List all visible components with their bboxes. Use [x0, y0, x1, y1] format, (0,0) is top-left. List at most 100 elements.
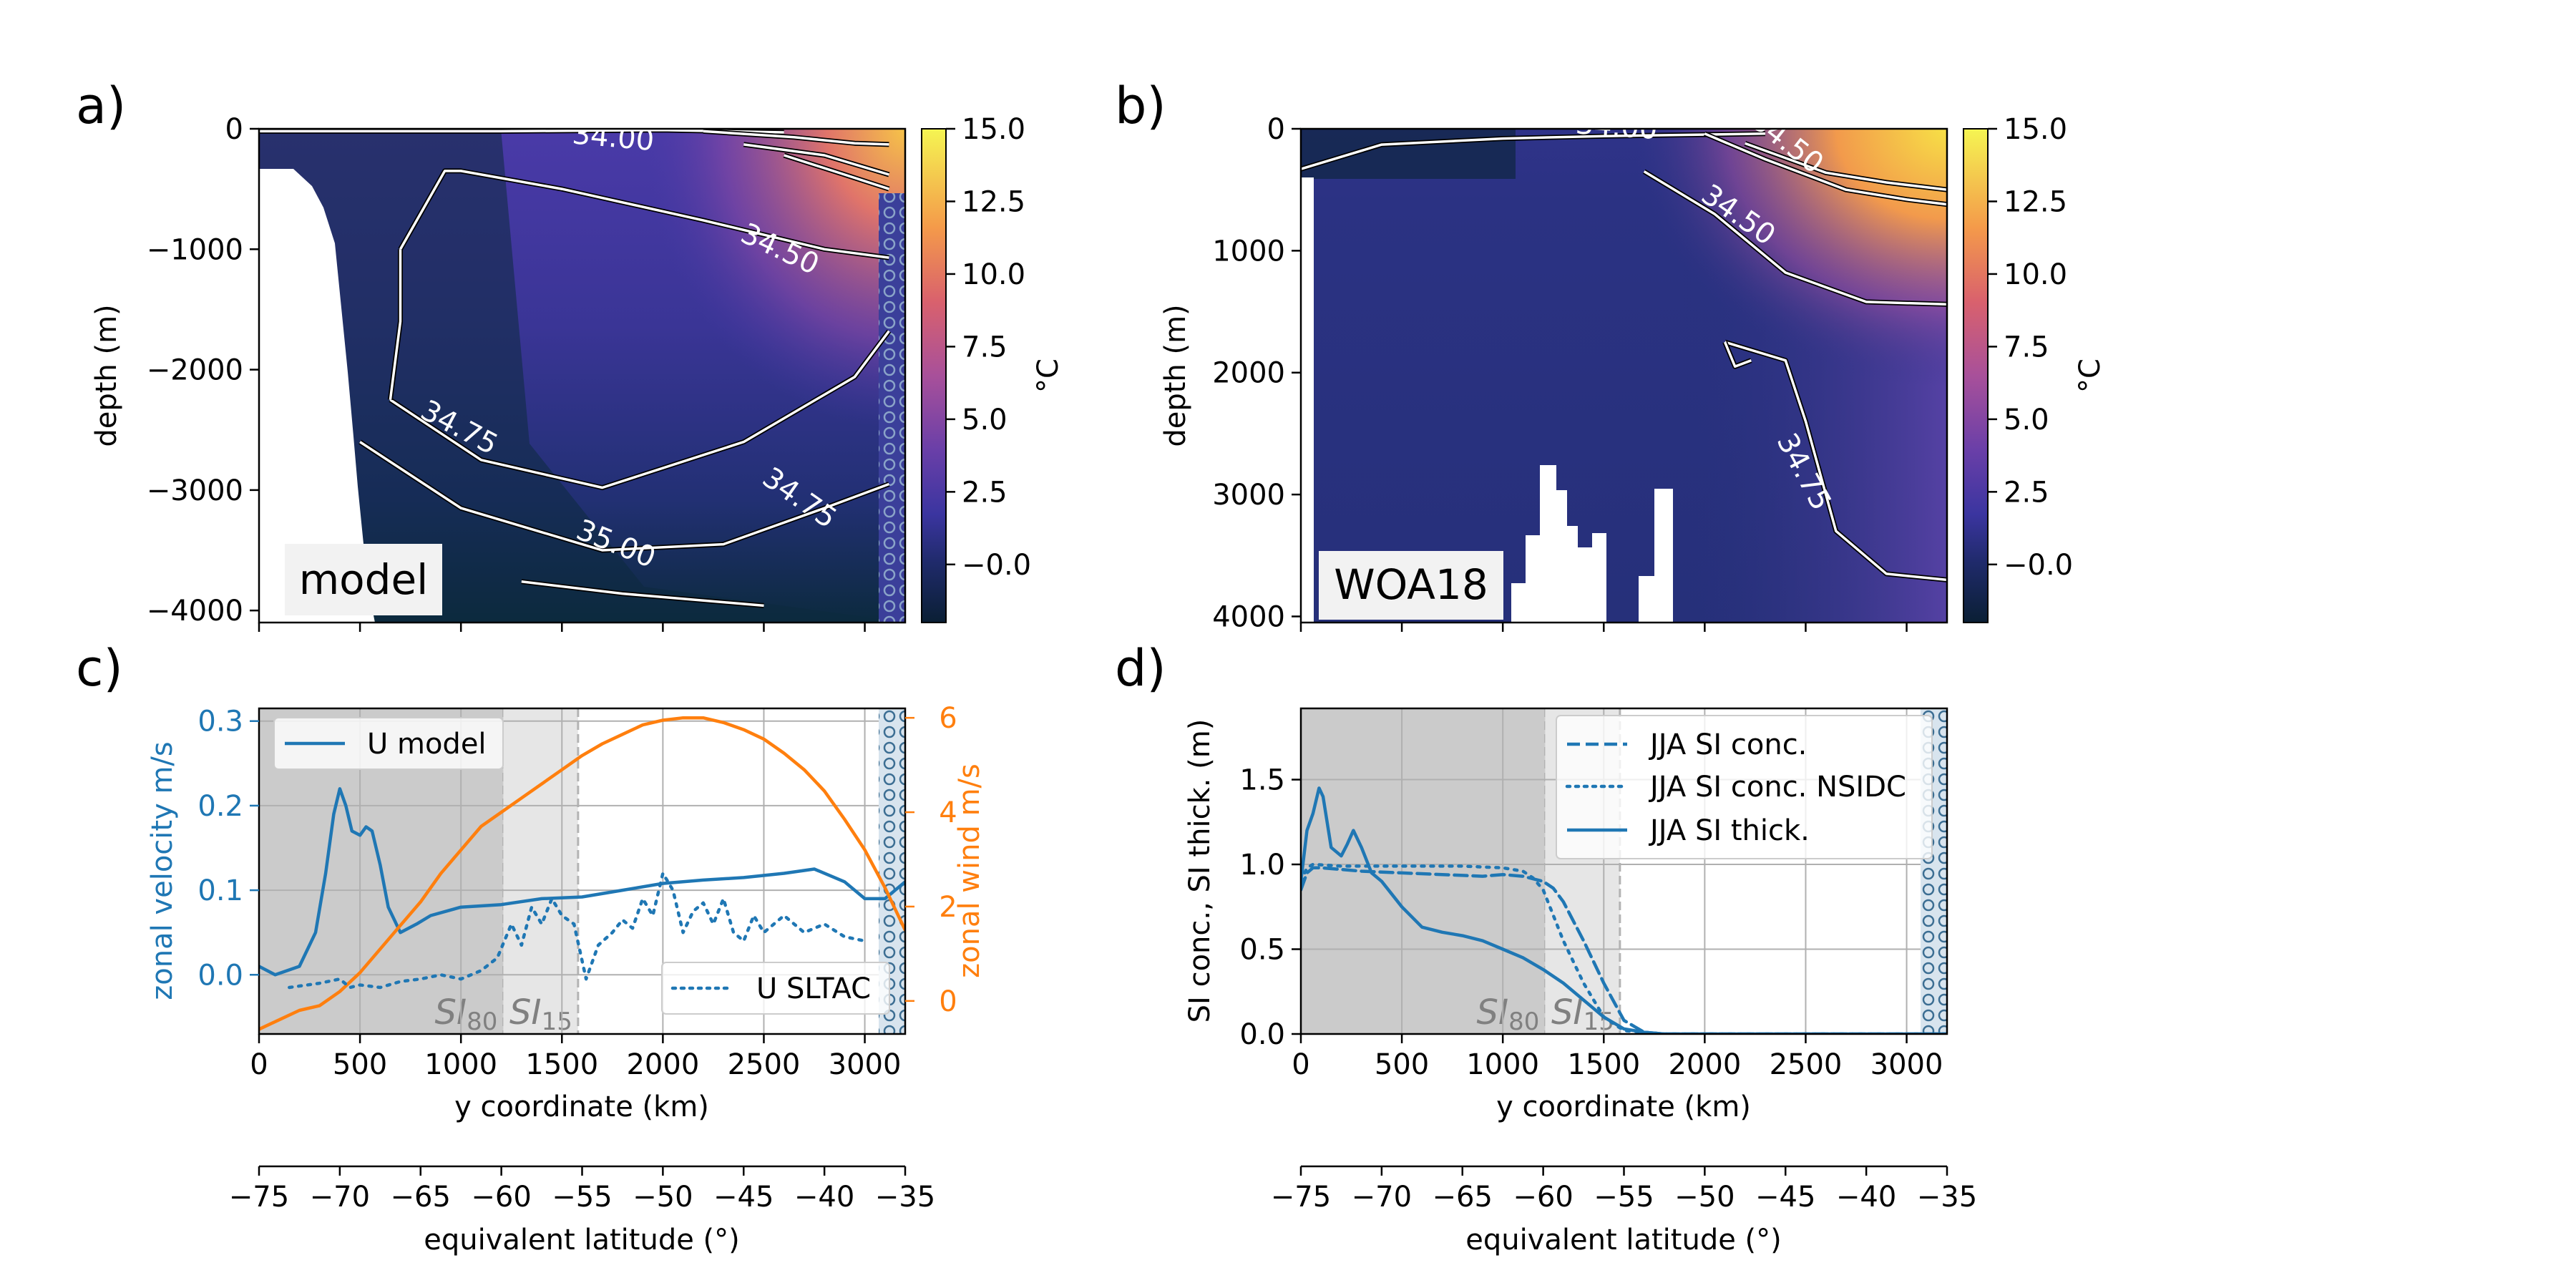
panel-a-x-ticks: [258, 623, 866, 632]
colorbar-tick-label: 15.0: [962, 113, 1025, 146]
latitude-tick-label: −70: [310, 1181, 370, 1214]
y-tick-label: 1000: [1212, 235, 1285, 268]
x-tick-label: 2500: [1770, 1048, 1843, 1081]
contour-line: [359, 441, 890, 552]
x-tick-label: 1000: [1466, 1048, 1539, 1081]
latitude-tick-label: −65: [391, 1181, 451, 1214]
sea-ice-label-sub: 15: [542, 1008, 572, 1036]
legend-label-u-model: U model: [367, 728, 487, 761]
x-tick-label: 0: [1292, 1048, 1309, 1081]
legend-label-si-thick: JJA SI thick.: [1648, 814, 1810, 847]
x-tick-label: 500: [333, 1048, 387, 1081]
panel-a-topography-mask: [259, 169, 375, 623]
sea-ice-label-text: SI: [435, 992, 467, 1033]
panel-b-warm-region: [1631, 129, 1947, 386]
y-tick-label: 3000: [1212, 479, 1285, 512]
panel-b-topography-mask: [1511, 465, 1673, 623]
panel-c-ylabel-right: zonal wind m/s: [953, 763, 986, 978]
colorbar-tick-label: −0.0: [2004, 549, 2073, 582]
colorbar-tick-label: 12.5: [962, 185, 1025, 218]
sea-ice-label-sub: 80: [1508, 1008, 1539, 1036]
sea-ice-label-sub: 80: [467, 1008, 497, 1036]
y-tick-label: −2000: [147, 354, 243, 387]
panel-c-lines: [259, 716, 905, 1031]
contour-line: [703, 130, 889, 146]
colorbar-b: [1963, 128, 1989, 623]
contour-line: [389, 249, 402, 400]
y-tick-label: 0: [1267, 113, 1285, 146]
panel-b-y-axis: 0 1000 2000 3000 4000: [1212, 113, 1301, 633]
colorbar-b-label: °C: [2074, 358, 2107, 393]
y-tick-label: 4000: [1212, 600, 1285, 633]
y-tick-label: 0.0: [197, 959, 243, 992]
colorbar-tick-label: 5.0: [962, 404, 1008, 436]
latitude-axis-d: −75 −70 −65 −60 −55 −50 −45 −40 −35: [1271, 1165, 1977, 1214]
contour-label: 34.00: [1574, 107, 1658, 146]
x-tick-label: 1500: [525, 1048, 598, 1081]
legend-box: [661, 962, 890, 1015]
y-tick-label: 0.1: [197, 874, 243, 907]
latitude-tick-label: −45: [1755, 1181, 1815, 1214]
sea-ice-region: [1301, 708, 1546, 1034]
panel-d-xlabel: y coordinate (km): [1496, 1091, 1751, 1123]
x-tick-label: 500: [1375, 1048, 1429, 1081]
panel-c-legend-bottom: U SLTAC: [661, 962, 890, 1015]
panel-c-frame: [258, 707, 907, 1035]
series-line-jja-si-conc-nsidc: [1301, 862, 1947, 1034]
panel-b-x-ticks: [1299, 623, 1908, 632]
panel-d-lines: [1301, 786, 1947, 1034]
colorbar-a: [921, 128, 947, 623]
x-tick-label: 3000: [829, 1048, 902, 1081]
y-tick-label: 2000: [1212, 357, 1285, 390]
y-tick-label: 0.5: [1239, 934, 1285, 967]
legend-label-u-sltac: U SLTAC: [756, 972, 871, 1005]
latitude-tick-label: −75: [1271, 1181, 1331, 1214]
panel-a-inset-box: [285, 544, 442, 615]
panel-d-legend: JJA SI conc. JJA SI conc. NSIDC JJA SI t…: [1556, 715, 1933, 859]
colorbar-tick-label: 7.5: [2004, 331, 2049, 364]
series-line-u-model: [259, 787, 905, 977]
legend-label-si-conc: JJA SI conc.: [1648, 728, 1807, 761]
panel-c-axes: 0 500 1000 1500 2000 2500 3000 0.0 0.1 0.2 0.3 0 2 4 6: [197, 702, 957, 1081]
colorbar-b-ticks: −0.0 2.5 5.0 7.5 10.0 12.5 15.0: [1988, 113, 2073, 582]
panel-a-frame: [258, 127, 907, 624]
latitude-tick-label: −70: [1352, 1181, 1412, 1214]
panel-b-inset-label: WOA18: [1334, 560, 1488, 609]
panel-label-d: d): [1115, 639, 1166, 698]
panel-label-a: a): [76, 77, 126, 135]
y-tick-label: 0.2: [197, 790, 243, 823]
panel-b-left-coast: [1301, 177, 1314, 623]
x-tick-label: 1000: [424, 1048, 497, 1081]
panel-a-warm-region: [644, 129, 905, 429]
panel-c-xlabel: y coordinate (km): [454, 1091, 709, 1123]
contour-line: [259, 129, 784, 134]
latitude-tick-label: −35: [875, 1181, 935, 1214]
sea-ice-label-text: SI: [509, 992, 542, 1033]
y-tick-label: 0.0: [1239, 1018, 1285, 1051]
latitude-axis-d-label: equivalent latitude (°): [1465, 1224, 1782, 1257]
panel-b-ylabel: depth (m): [1159, 304, 1192, 447]
sea-ice-label-text: SI: [1477, 992, 1509, 1033]
latitude-tick-label: −75: [229, 1181, 289, 1214]
colorbar-tick-label: 12.5: [2004, 185, 2067, 218]
y-tick-label-right: 0: [939, 985, 957, 1018]
x-tick-label: 2500: [728, 1048, 801, 1081]
contour-line: [743, 143, 889, 176]
panel-d-axes: 0 500 1000 1500 2000 2500 3000 0.0 0.5 1.0 1.5: [1239, 764, 1943, 1081]
latitude-tick-label: −60: [1513, 1181, 1573, 1214]
legend-box: [273, 717, 504, 770]
colorbar-tick-label: 2.5: [962, 476, 1008, 509]
y-tick-label: 0: [225, 113, 243, 146]
colorbar-tick-label: 15.0: [2004, 113, 2067, 146]
panel-c-legend-top: U model: [273, 717, 504, 770]
latitude-tick-label: −55: [1594, 1181, 1654, 1214]
x-tick-label: 2000: [1668, 1048, 1741, 1081]
y-tick-label: 1.0: [1239, 849, 1285, 882]
colorbar-tick-label: −0.0: [962, 549, 1031, 582]
colorbar-tick-label: 2.5: [2004, 476, 2049, 509]
latitude-tick-label: −45: [713, 1181, 774, 1214]
legend-box: [1556, 715, 1933, 859]
latitude-tick-label: −35: [1917, 1181, 1977, 1214]
latitude-tick-label: −50: [633, 1181, 693, 1214]
panel-a-y-axis: 0 −1000 −2000 −3000 −4000: [147, 113, 259, 628]
